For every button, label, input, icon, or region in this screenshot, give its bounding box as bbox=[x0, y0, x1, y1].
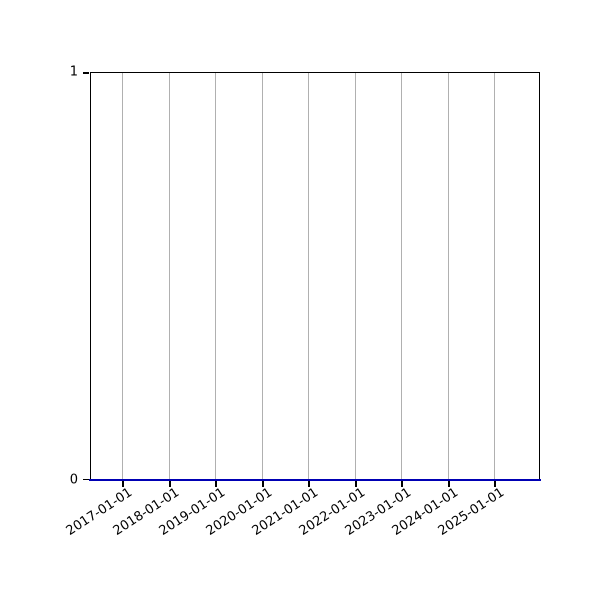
x-tick-mark bbox=[401, 481, 403, 487]
plot-area bbox=[83, 72, 541, 487]
x-tick-mark bbox=[122, 481, 124, 487]
gridline-2025 bbox=[494, 73, 495, 479]
y-tick-label: 0 bbox=[69, 472, 78, 488]
gridline-2022 bbox=[355, 73, 356, 479]
x-tick-mark bbox=[262, 481, 264, 487]
y-tick-label: 1 bbox=[69, 64, 78, 80]
gridline-2020 bbox=[262, 73, 263, 479]
gridline-2021 bbox=[308, 73, 309, 479]
gridline-2023 bbox=[401, 73, 402, 479]
y-tick-mark bbox=[83, 72, 89, 74]
gridline-2019 bbox=[215, 73, 216, 479]
data-series-line bbox=[89, 478, 541, 481]
gridline-2024 bbox=[448, 73, 449, 479]
x-tick-mark bbox=[215, 481, 217, 487]
gridline-2017 bbox=[122, 73, 123, 479]
x-tick-mark bbox=[494, 481, 496, 487]
x-tick-mark bbox=[355, 481, 357, 487]
x-tick-mark bbox=[308, 481, 310, 487]
y-tick-mark bbox=[83, 478, 89, 480]
gridline-2018 bbox=[169, 73, 170, 479]
x-tick-mark bbox=[169, 481, 171, 487]
x-tick-mark bbox=[448, 481, 450, 487]
